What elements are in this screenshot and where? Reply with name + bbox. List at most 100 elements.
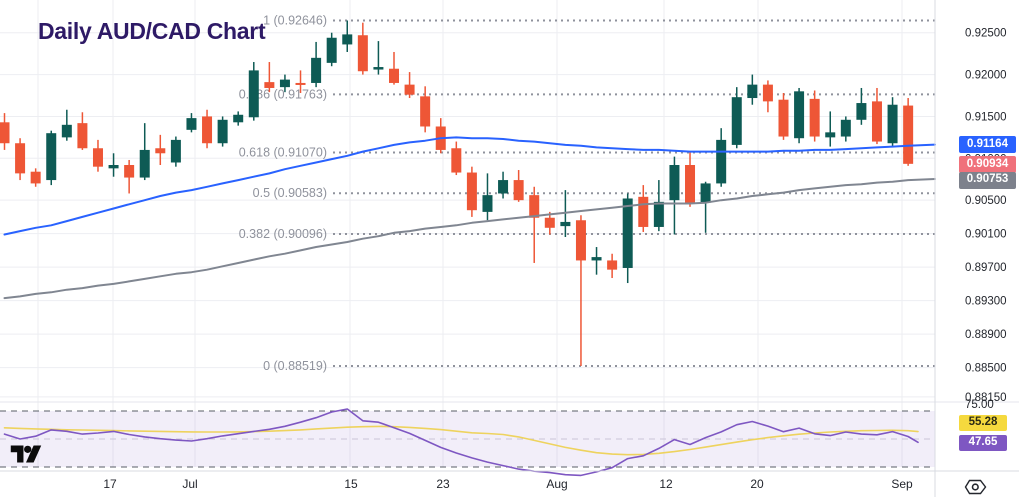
- svg-text:20: 20: [750, 477, 764, 491]
- candle-up: [653, 201, 664, 227]
- svg-text:0.91500: 0.91500: [965, 111, 1007, 123]
- svg-text:Sep: Sep: [891, 477, 913, 491]
- candle-down: [903, 105, 914, 164]
- candle-up: [498, 180, 509, 194]
- hexagon-eye-icon[interactable]: [963, 477, 991, 497]
- candle-down: [124, 165, 135, 178]
- candle-up: [170, 139, 181, 163]
- candle-down: [389, 68, 399, 83]
- candle-down: [685, 165, 696, 203]
- candle-up: [887, 104, 898, 144]
- ma-gray: [3, 178, 936, 300]
- candle-up: [186, 118, 197, 130]
- svg-text:0.618 (0.91070): 0.618 (0.91070): [239, 145, 327, 159]
- svg-text:0.88500: 0.88500: [965, 363, 1007, 375]
- candle-down: [357, 35, 368, 72]
- candle-up: [61, 124, 72, 138]
- candle-up: [856, 103, 867, 120]
- tradingview-logo[interactable]: [10, 443, 42, 465]
- svg-text:1 (0.92646): 1 (0.92646): [263, 14, 327, 28]
- candle-up: [342, 34, 353, 45]
- candle-up: [825, 132, 836, 138]
- svg-text:Jul: Jul: [182, 477, 197, 491]
- chart-title: Daily AUD/CAD Chart: [38, 18, 266, 44]
- candle-down: [529, 195, 540, 218]
- candle-down: [778, 99, 789, 137]
- candle-down: [0, 122, 10, 144]
- candle-up: [217, 119, 228, 144]
- rsi-badge-value: 47.65: [959, 435, 1007, 451]
- candle-down: [155, 148, 166, 154]
- candle-up: [482, 195, 493, 212]
- candle-up: [139, 149, 150, 178]
- fib-retracement: 1 (0.92646) 0.786 (0.91763) 0.618 (0.91070…: [239, 14, 935, 373]
- candle-up: [279, 79, 290, 88]
- candle-down: [202, 116, 213, 144]
- rsi-badge-ma: 55.28: [959, 415, 1007, 431]
- rsi-ma-line: [3, 425, 919, 456]
- price-badge-ma-gray: 0.90753: [959, 171, 1016, 189]
- candle-up: [46, 133, 57, 181]
- svg-text:0.89700: 0.89700: [965, 262, 1007, 274]
- svg-text:15: 15: [344, 477, 358, 491]
- candle-up: [700, 183, 711, 203]
- candle-up: [747, 84, 758, 99]
- candles: [0, 20, 914, 367]
- candle-up: [373, 67, 384, 70]
- candle-up: [731, 97, 742, 145]
- svg-text:0.88150: 0.88150: [965, 392, 1007, 404]
- svg-text:17: 17: [103, 477, 117, 491]
- svg-text:23: 23: [436, 477, 450, 491]
- price-badge-last-price: 0.90934: [959, 156, 1016, 173]
- candle-up: [591, 257, 602, 261]
- candle-down: [92, 148, 103, 167]
- candle-down: [451, 148, 462, 173]
- svg-text:0.5 (0.90583): 0.5 (0.90583): [253, 186, 327, 200]
- candle-up: [840, 119, 851, 137]
- candle-down: [575, 220, 586, 261]
- rsi-line: [3, 408, 919, 477]
- gridlines: [0, 0, 935, 467]
- candle-down: [466, 172, 477, 211]
- time-axis[interactable]: 17 Jul 15 23 Aug 12 20 Sep: [103, 477, 913, 491]
- svg-text:0.786 (0.91763): 0.786 (0.91763): [239, 87, 327, 101]
- svg-text:Aug: Aug: [546, 477, 567, 491]
- candle-down: [809, 98, 820, 137]
- svg-text:0.89300: 0.89300: [965, 296, 1007, 308]
- candle-up: [716, 139, 727, 184]
- svg-text:0.382 (0.90096): 0.382 (0.90096): [239, 227, 327, 241]
- candle-down: [638, 196, 649, 227]
- svg-text:0.88900: 0.88900: [965, 329, 1007, 341]
- svg-text:12: 12: [659, 477, 673, 491]
- ma-blue: [3, 136, 936, 236]
- candle-up: [311, 57, 322, 83]
- price-axis[interactable]: 0.925000.920000.915000.910000.905000.901…: [965, 28, 1007, 411]
- candle-up: [560, 221, 571, 227]
- candle-up: [794, 91, 805, 139]
- candle-up: [233, 114, 244, 123]
- candle-up: [326, 37, 337, 63]
- svg-text:0.92000: 0.92000: [965, 70, 1007, 82]
- candle-up: [669, 165, 680, 201]
- candle-down: [513, 180, 524, 201]
- candle-down: [420, 96, 431, 127]
- svg-text:0 (0.88519): 0 (0.88519): [263, 359, 327, 373]
- candle-up: [248, 70, 259, 118]
- candle-up: [622, 198, 633, 268]
- rsi-scale-label: 75.00: [965, 399, 994, 411]
- candle-down: [607, 260, 618, 270]
- candle-down: [77, 123, 88, 149]
- candle-down: [544, 217, 555, 228]
- svg-text:0.92500: 0.92500: [965, 28, 1007, 40]
- candle-down: [15, 143, 26, 174]
- candle-down: [264, 82, 275, 88]
- candle-down: [30, 171, 41, 184]
- candle-up: [108, 165, 119, 169]
- rsi-panel: [0, 410, 935, 468]
- candle-down: [871, 101, 882, 142]
- svg-text:0.90500: 0.90500: [965, 195, 1007, 207]
- candle-down: [295, 82, 306, 85]
